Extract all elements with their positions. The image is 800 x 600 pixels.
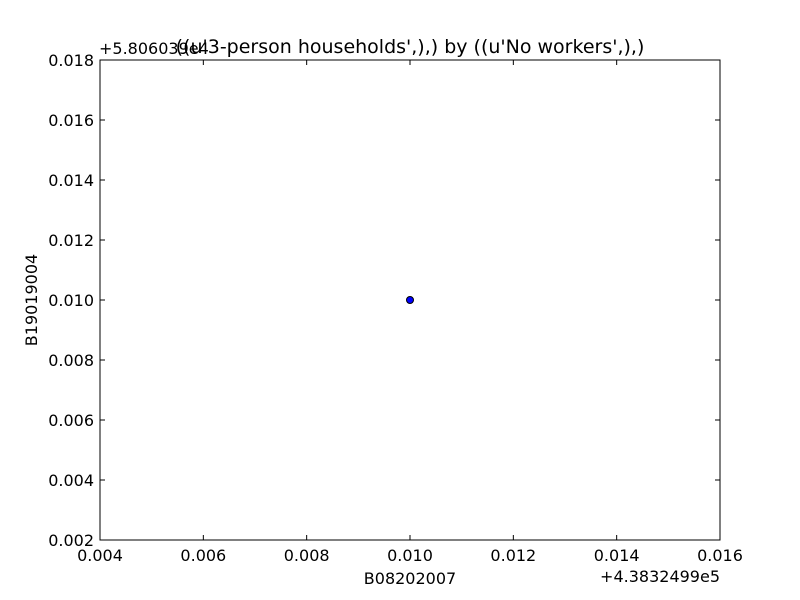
x-tick-label: 0.012 xyxy=(490,546,536,565)
x-axis: 0.004 0.006 0.008 0.010 0.012 0.014 0.016 xyxy=(77,60,743,565)
y-axis-label: B19019004 xyxy=(22,254,41,346)
y-tick-label: 0.014 xyxy=(48,171,94,190)
y-tick-label: 0.018 xyxy=(48,51,94,70)
data-point xyxy=(406,296,414,304)
x-tick-label: 0.016 xyxy=(697,546,743,565)
y-tick-label: 0.010 xyxy=(48,291,94,310)
chart-title: ((u'3-person households',),) by ((u'No w… xyxy=(176,36,645,58)
y-offset-label: +5.806039e4 xyxy=(99,39,209,58)
x-tick-label: 0.004 xyxy=(77,546,123,565)
x-tick-label: 0.006 xyxy=(180,546,226,565)
x-tick-label: 0.010 xyxy=(387,546,433,565)
y-tick-label: 0.008 xyxy=(48,351,94,370)
x-tick-label: 0.008 xyxy=(284,546,330,565)
y-tick-label: 0.006 xyxy=(48,411,94,430)
y-tick-label: 0.016 xyxy=(48,111,94,130)
x-tick-label: 0.014 xyxy=(594,546,640,565)
data-points xyxy=(406,296,414,304)
y-tick-label: 0.004 xyxy=(48,471,94,490)
x-offset-label: +4.3832499e5 xyxy=(600,567,720,586)
x-axis-label: B08202007 xyxy=(364,569,456,588)
y-tick-label: 0.002 xyxy=(48,531,94,550)
y-axis: 0.002 0.004 0.006 0.008 0.010 0.012 0.014 0.016… xyxy=(48,51,720,550)
y-tick-label: 0.012 xyxy=(48,231,94,250)
